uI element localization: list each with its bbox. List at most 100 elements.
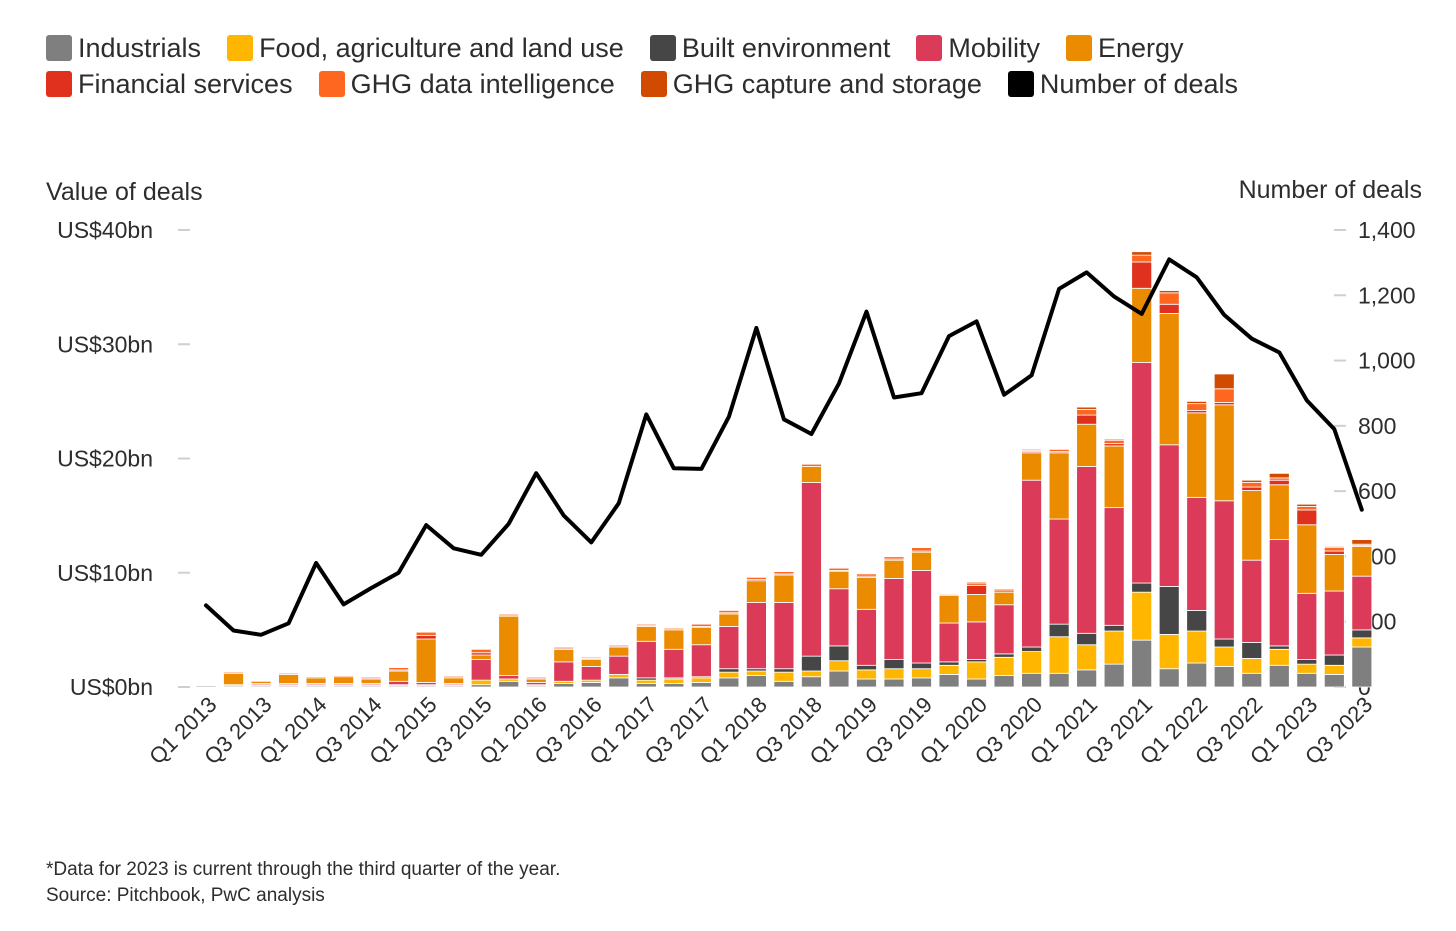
bar-segment [415,638,437,683]
bar-segment [856,678,877,688]
bar-segment [690,644,712,678]
bar-segment [333,684,355,687]
bar-segment [1103,624,1125,632]
bar-segment [856,669,877,680]
bar-segment [1323,547,1345,552]
bar-segment [608,644,630,647]
bar-segment [911,677,932,688]
bar-segment [718,677,740,688]
bar-segment [690,627,712,646]
bar-segment [1213,500,1235,640]
x-tick-label: Q3 2019 [860,692,937,769]
bar-segment [690,623,712,627]
bar-segment [1158,290,1180,294]
bar-segment [1076,669,1098,688]
bar-segment [608,646,630,657]
bar-segment [608,677,630,688]
x-tick-label: Q3 2018 [750,692,827,769]
bar-segment [470,679,492,686]
x-tick-label: Q3 2017 [640,692,717,769]
bar-segment [1158,313,1180,446]
bar-segment [1351,575,1373,631]
bar-segment [690,676,712,679]
legend-item-mobility: Mobility [916,33,1040,64]
x-tick-label: Q3 2020 [970,692,1047,769]
bar-segment [333,683,355,686]
legend-swatch [649,35,676,61]
bar-segment [966,659,987,663]
bar-segment [635,677,657,681]
bar-segment [911,551,932,571]
bar-segment [690,682,712,688]
legend-swatch [640,71,667,97]
bar-segment [498,613,520,616]
bar-segment [470,654,492,660]
bar-segment [1213,388,1235,403]
legend-swatch [46,35,72,61]
bar-segment [1186,610,1208,632]
bar-segment [278,674,299,684]
bar-segment [718,612,740,615]
bar-segment [1186,662,1208,688]
bar-segment [525,685,547,688]
bar-segment [388,680,410,686]
bar-segment [333,676,355,684]
bar-segment [993,675,1015,688]
bar-segment [828,645,850,662]
bar-segment [498,678,520,682]
bar-segment [746,675,767,688]
x-tick-label: Q1 2015 [364,692,441,769]
bar-segment [1158,292,1180,305]
legend-item-built-environment: Built environment [649,33,890,64]
bar-segment [580,666,602,681]
bar-segment [1048,448,1070,453]
bar-segment [415,685,437,688]
legend-swatch [227,35,254,61]
bar-segment [223,671,244,674]
bar-segment [305,685,327,688]
bar-segment [883,556,905,560]
legend-label: Number of deals [1039,68,1239,99]
bar-segment [443,676,465,679]
bar-segment [1076,406,1098,410]
x-tick-label: Q1 2020 [915,692,992,769]
bar-segment [718,610,740,614]
bar-segment [498,680,520,688]
bar-segment [553,648,575,663]
x-tick-label: Q1 2021 [1025,692,1102,769]
bar-segment [635,683,657,688]
bar-segment [388,670,410,682]
bar-segment [938,594,960,597]
bar-segment [498,614,520,617]
bar-segment [1296,506,1318,511]
bar-segment [746,668,767,672]
bar-segment [773,571,795,575]
bar-segment [801,655,822,672]
bar-segment [1076,632,1098,646]
legend-label: Financial services [78,68,293,99]
x-tick-label: Q3 2015 [419,692,496,769]
bar-segment [1268,645,1290,650]
bar-segment [360,683,382,686]
bar-segment [966,584,987,595]
bar-segment [1103,443,1125,447]
bar-segment [746,580,767,603]
bar-segment [883,559,905,579]
bar-segment [663,629,685,650]
bar-segment [250,683,272,686]
bar-segment [580,679,602,683]
bar-segment [1213,404,1235,502]
bar-segment [773,671,795,682]
bar-segment [966,661,987,680]
bar-segment [938,622,960,663]
bar-segment [746,579,767,582]
bar-segment [1131,261,1153,289]
bar-segment [333,685,355,688]
bar-segment [773,574,795,603]
bar-segment [801,463,822,467]
x-tick-label: Q1 2018 [695,692,772,769]
bar-segment [360,684,382,687]
bar-segment [1021,450,1042,453]
bar-segment [195,685,217,688]
